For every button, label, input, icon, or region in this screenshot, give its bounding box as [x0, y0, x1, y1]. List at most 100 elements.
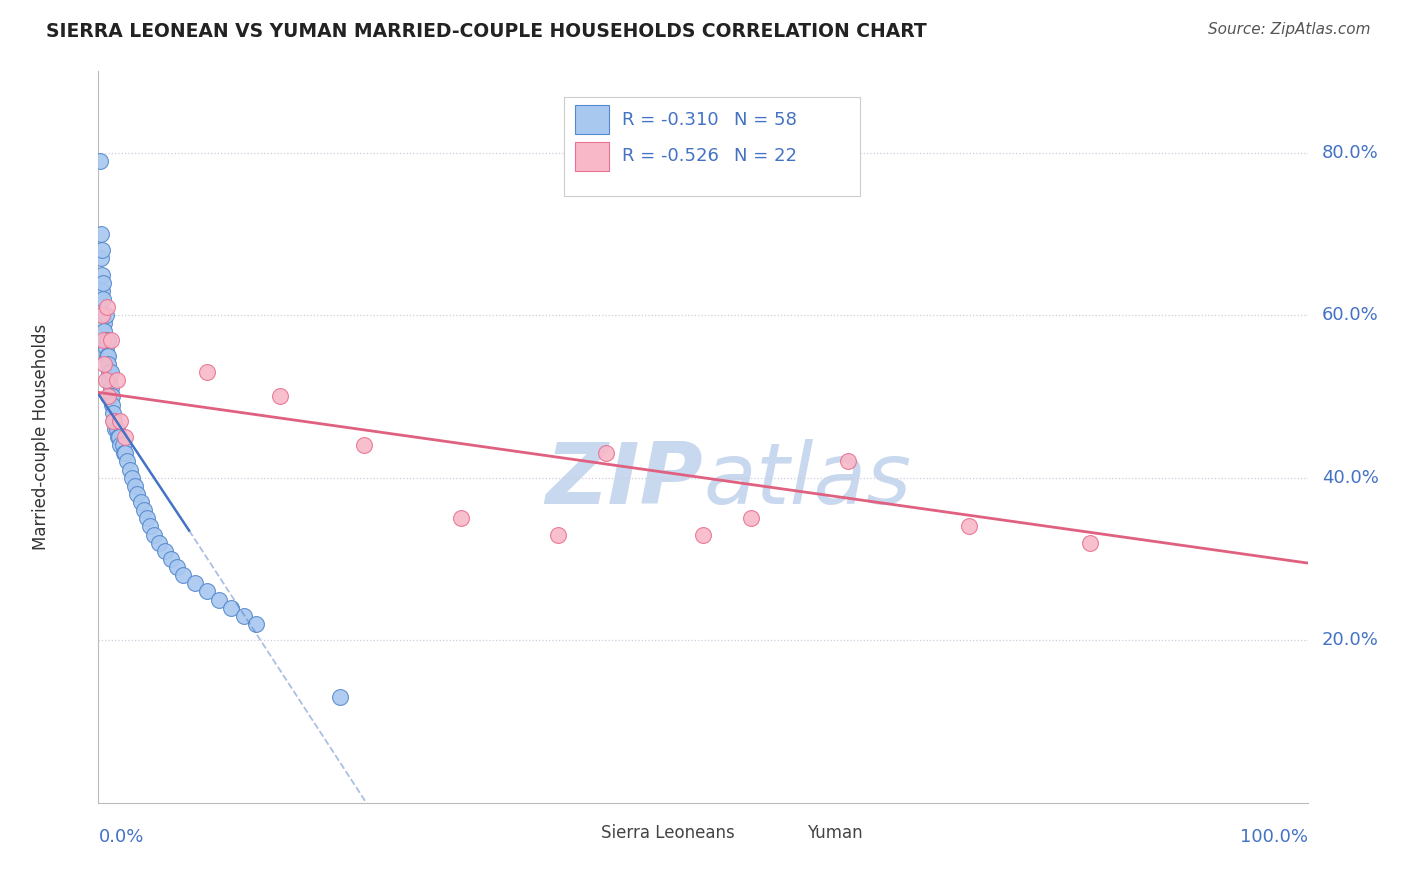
Point	[957, 519, 980, 533]
Point	[98, 365, 121, 379]
Point	[100, 381, 122, 395]
Point	[108, 414, 131, 428]
Point	[148, 535, 170, 549]
Point	[740, 511, 762, 525]
Point	[97, 333, 120, 347]
Point	[837, 454, 859, 468]
Point	[121, 471, 143, 485]
Point	[595, 446, 617, 460]
Text: 20.0%: 20.0%	[1322, 632, 1379, 649]
Point	[184, 576, 207, 591]
Point	[117, 454, 139, 468]
FancyBboxPatch shape	[575, 105, 609, 135]
Point	[97, 357, 120, 371]
Point	[94, 308, 117, 322]
Text: 0.0%: 0.0%	[98, 829, 143, 847]
Text: 40.0%: 40.0%	[1322, 468, 1379, 487]
Text: R = -0.310: R = -0.310	[621, 111, 718, 128]
Point	[353, 438, 375, 452]
Text: atlas: atlas	[703, 440, 911, 523]
Point	[93, 357, 115, 371]
Point	[101, 414, 124, 428]
Text: R = -0.526: R = -0.526	[621, 147, 718, 165]
Text: 80.0%: 80.0%	[1322, 144, 1379, 161]
Point	[135, 511, 157, 525]
Point	[450, 511, 472, 525]
Point	[91, 308, 114, 322]
Point	[143, 527, 166, 541]
Point	[114, 446, 136, 460]
Point	[96, 300, 118, 314]
Text: Sierra Leoneans: Sierra Leoneans	[602, 824, 735, 842]
Point	[114, 430, 136, 444]
Point	[124, 479, 146, 493]
Point	[93, 325, 115, 339]
Point	[97, 389, 120, 403]
Point	[98, 373, 121, 387]
Point	[91, 243, 114, 257]
Text: N = 22: N = 22	[734, 147, 797, 165]
Point	[166, 560, 188, 574]
Point	[100, 365, 122, 379]
Point	[100, 389, 122, 403]
Point	[104, 422, 127, 436]
Point	[89, 153, 111, 168]
Point	[101, 406, 124, 420]
Point	[105, 373, 128, 387]
Point	[91, 268, 114, 282]
Point	[94, 341, 117, 355]
Point	[232, 608, 254, 623]
Point	[221, 600, 243, 615]
Point	[692, 527, 714, 541]
Point	[90, 252, 112, 266]
Text: Yuman: Yuman	[807, 824, 863, 842]
Text: Source: ZipAtlas.com: Source: ZipAtlas.com	[1208, 22, 1371, 37]
Point	[100, 389, 122, 403]
Point	[139, 519, 162, 533]
Text: Married-couple Households: Married-couple Households	[32, 324, 51, 550]
Point	[91, 308, 114, 322]
Point	[108, 430, 131, 444]
Point	[90, 227, 112, 241]
Point	[105, 422, 128, 436]
Point	[134, 503, 156, 517]
Text: N = 58: N = 58	[734, 111, 797, 128]
Point	[1078, 535, 1101, 549]
Point	[96, 333, 118, 347]
FancyBboxPatch shape	[564, 97, 860, 195]
Point	[172, 568, 194, 582]
Point	[129, 495, 152, 509]
Point	[96, 349, 118, 363]
Point	[100, 333, 122, 347]
Point	[127, 487, 149, 501]
Point	[269, 389, 291, 403]
Point	[111, 438, 134, 452]
Point	[103, 414, 125, 428]
Point	[94, 333, 117, 347]
Point	[160, 552, 183, 566]
Point	[245, 617, 267, 632]
FancyBboxPatch shape	[762, 822, 796, 844]
Point	[208, 592, 231, 607]
Point	[91, 276, 114, 290]
FancyBboxPatch shape	[557, 822, 591, 844]
Point	[195, 584, 218, 599]
Point	[94, 373, 117, 387]
Point	[118, 462, 141, 476]
Point	[100, 398, 122, 412]
Point	[97, 349, 120, 363]
Point	[195, 365, 218, 379]
Point	[112, 446, 135, 460]
Text: 100.0%: 100.0%	[1240, 829, 1308, 847]
Point	[91, 284, 114, 298]
Point	[108, 438, 131, 452]
Point	[91, 333, 114, 347]
Point	[91, 292, 114, 306]
Text: 60.0%: 60.0%	[1322, 306, 1379, 324]
Point	[153, 544, 176, 558]
Point	[107, 430, 129, 444]
Point	[329, 690, 352, 705]
Point	[93, 316, 115, 330]
Text: ZIP: ZIP	[546, 440, 703, 523]
FancyBboxPatch shape	[575, 142, 609, 171]
